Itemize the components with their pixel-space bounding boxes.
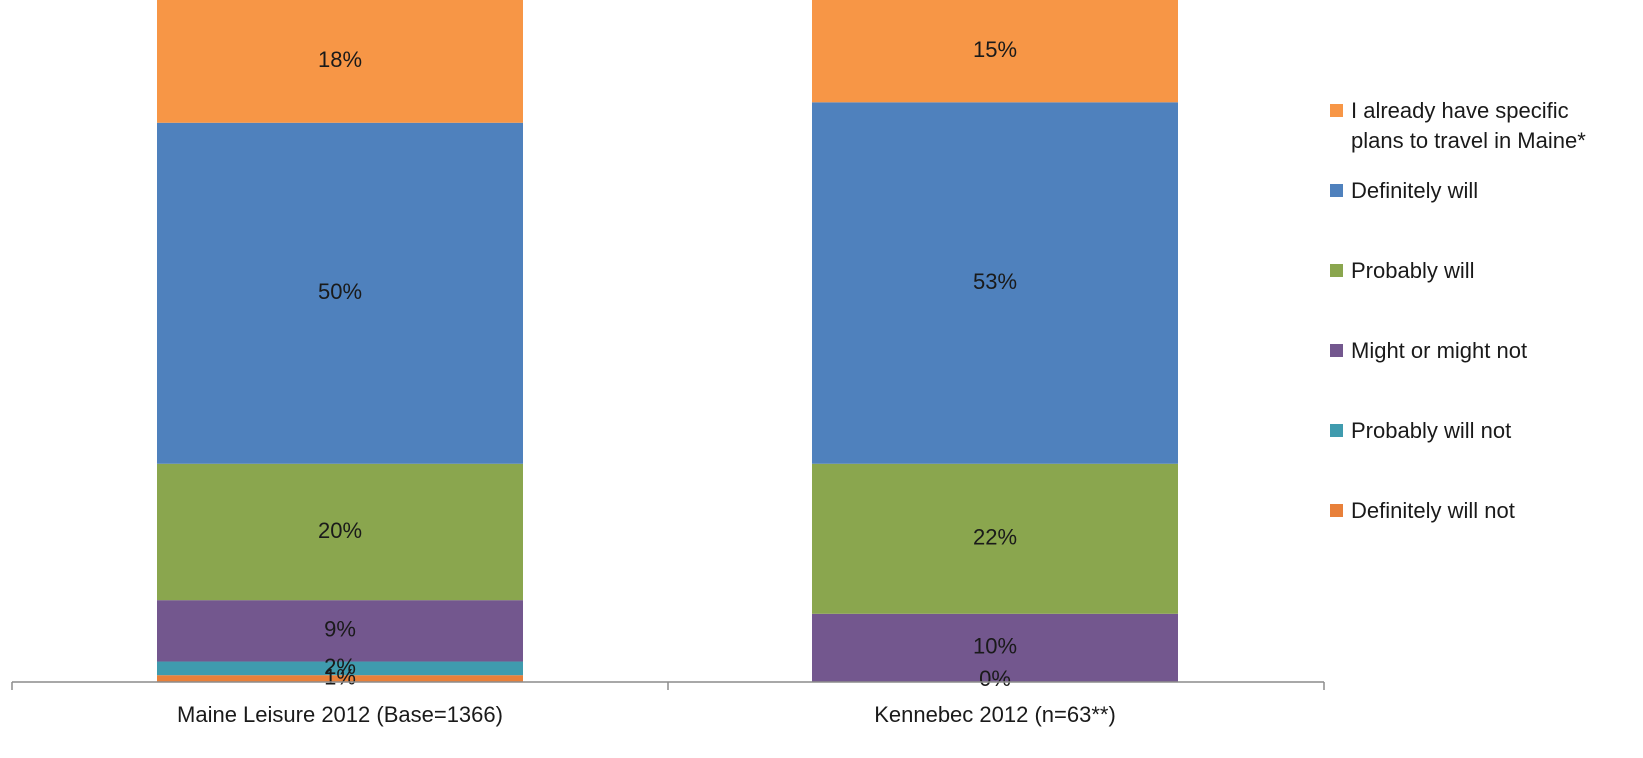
legend-item: Probably will not <box>1330 416 1511 446</box>
legend-label: Definitely will not <box>1351 498 1515 523</box>
bar-segment-0-5 <box>157 0 523 123</box>
bars-layer <box>157 0 1178 682</box>
legend-item: Might or might not <box>1330 336 1527 366</box>
legend-label: Probably will <box>1351 258 1475 283</box>
bar-segment-0-3 <box>157 463 523 601</box>
data-label-0-5: 18% <box>318 47 362 72</box>
legend-swatch <box>1330 264 1343 277</box>
data-label-1-5: 15% <box>973 37 1017 62</box>
legend-label: Might or might not <box>1351 338 1528 363</box>
x-tick-label-0: Maine Leisure 2012 (Base=1366) <box>177 702 503 727</box>
bar-segment-1-4 <box>812 102 1178 464</box>
x-axis: Maine Leisure 2012 (Base=1366) Kennebec 2… <box>11 681 1325 727</box>
legend-label: Definitely will <box>1351 178 1479 203</box>
data-label-0-1: 2% <box>324 654 356 679</box>
legend-swatch <box>1330 504 1343 517</box>
data-label-1-0: 0% <box>979 666 1011 691</box>
legend-item: I already have specific plans to travel … <box>1330 96 1586 156</box>
bar-segment-0-4 <box>157 122 523 464</box>
x-tick-label-1: Kennebec 2012 (n=63**) <box>874 702 1116 727</box>
bar-segment-0-0 <box>157 675 523 682</box>
bar-segment-0-1 <box>157 661 523 676</box>
legend-label: Probably will not <box>1351 418 1512 443</box>
data-label-1-3: 22% <box>973 525 1017 550</box>
data-label-0-0: 1% <box>324 664 356 689</box>
bar-segment-1-2 <box>812 613 1178 682</box>
data-label-1-4: 53% <box>973 269 1017 294</box>
legend-swatch <box>1330 104 1343 117</box>
legend-item: Probably will <box>1330 256 1475 286</box>
data-label-0-2: 9% <box>324 617 356 642</box>
data-label-0-4: 50% <box>318 279 362 304</box>
bar-segment-1-3 <box>812 463 1178 614</box>
legend-label: I already have specific plans to travel … <box>1351 98 1586 153</box>
bar-segment-1-5 <box>812 0 1178 103</box>
bar-segment-0-2 <box>157 600 523 662</box>
legend-swatch <box>1330 184 1343 197</box>
legend-swatch <box>1330 344 1343 357</box>
data-labels-layer: 1%2% 9% 20% 50% 18% 0% 10% 22% 53% 15% <box>318 37 1017 691</box>
data-label-1-2: 10% <box>973 634 1017 659</box>
legend-item: Definitely will not <box>1330 496 1515 526</box>
legend-swatch <box>1330 424 1343 437</box>
data-label-0-3: 20% <box>318 518 362 543</box>
legend-item: Definitely will <box>1330 176 1478 206</box>
